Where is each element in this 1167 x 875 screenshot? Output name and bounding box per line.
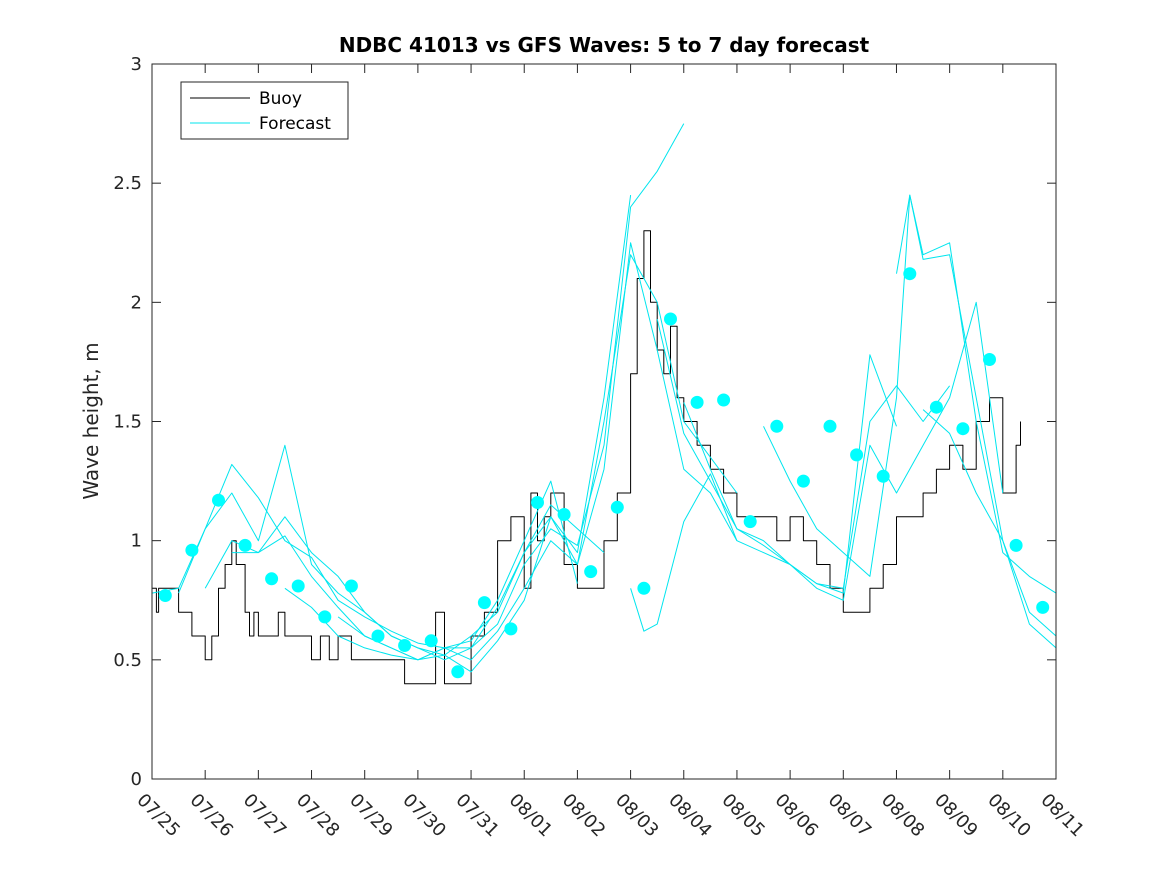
forecast-marker [983, 353, 996, 366]
series-line-forecast [922, 409, 1057, 649]
forecast-marker [876, 469, 890, 483]
forecast-marker [584, 565, 598, 579]
forecast-marker [158, 589, 172, 602]
forecast-marker [531, 496, 544, 509]
forecast-marker [424, 634, 438, 648]
forecast-marker [743, 515, 757, 529]
forecast-marker [398, 639, 412, 652]
forecast-marker [451, 665, 465, 679]
y-tick-label: 3 [131, 54, 142, 75]
forecast-marker [344, 579, 358, 593]
y-tick-label: 1.5 [113, 412, 142, 433]
forecast-marker [850, 448, 864, 462]
forecast-marker [212, 493, 225, 507]
forecast-marker [1036, 600, 1050, 614]
forecast-marker [477, 596, 491, 610]
series-line-forecast [656, 318, 951, 589]
series-line-forecast [204, 195, 632, 661]
forecast-marker [265, 572, 279, 586]
legend-box [180, 81, 349, 140]
forecast-marker [185, 543, 199, 557]
forecast-marker [291, 579, 305, 593]
forecast-marker [610, 500, 624, 514]
forecast-marker [717, 393, 731, 407]
series-line-forecast [231, 123, 685, 661]
legend-label-buoy: Buoy [259, 89, 302, 109]
series-line-forecast [284, 254, 738, 661]
forecast-marker [371, 629, 385, 643]
forecast-marker [637, 581, 651, 595]
forecast-marker [903, 267, 917, 281]
forecast-marker [956, 422, 970, 436]
forecast-marker [823, 419, 837, 433]
forecast-marker [238, 538, 252, 552]
y-tick-label: 2.5 [113, 173, 142, 194]
forecast-marker [318, 610, 332, 624]
forecast-marker [664, 312, 677, 326]
series-line-forecast [337, 242, 738, 673]
forecast-marker [929, 400, 943, 414]
forecast-marker [1009, 538, 1023, 552]
y-tick-label: 1 [131, 531, 142, 552]
series-line-forecast [896, 194, 1057, 637]
y-axis-label: Wave height, m [79, 342, 103, 499]
plot-lines [151, 123, 1057, 685]
forecast-marker [690, 395, 704, 409]
y-tick-label: 2 [131, 292, 142, 313]
y-axis: 0 0.5 1 1.5 2 2.5 3 [113, 54, 1056, 790]
series-line-forecast [683, 301, 1004, 601]
series-line-forecast [630, 354, 897, 632]
forecast-marker [557, 508, 571, 521]
forecast-marker [770, 419, 784, 433]
legend-label-forecast: Forecast [259, 114, 331, 134]
chart-title: NDBC 41013 vs GFS Waves: 5 to 7 day fore… [339, 33, 870, 57]
legend: Buoy Forecast [180, 81, 349, 140]
forecast-marker [504, 622, 518, 636]
forecast-marker [796, 474, 810, 488]
y-tick-label: 0 [131, 769, 142, 790]
series-line-forecast [151, 463, 578, 649]
series-line-buoy [152, 230, 1021, 685]
plot-markers [158, 267, 1050, 679]
y-tick-label: 0.5 [113, 650, 142, 671]
